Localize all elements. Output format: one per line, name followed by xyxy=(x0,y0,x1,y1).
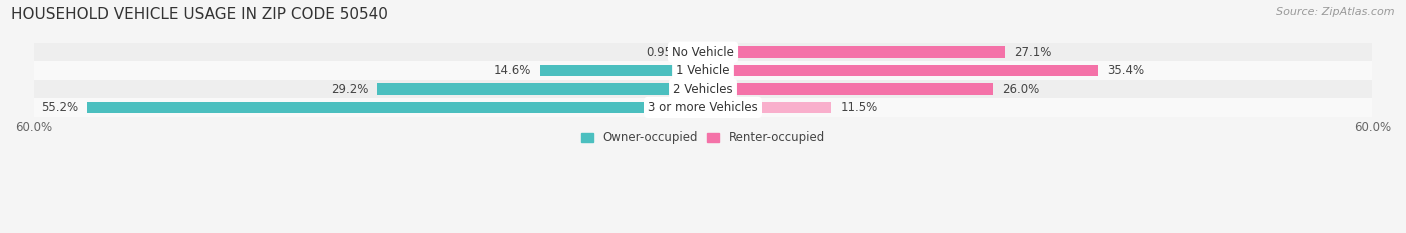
Text: 11.5%: 11.5% xyxy=(841,101,877,114)
Text: 1 Vehicle: 1 Vehicle xyxy=(676,64,730,77)
Legend: Owner-occupied, Renter-occupied: Owner-occupied, Renter-occupied xyxy=(576,127,830,149)
Text: No Vehicle: No Vehicle xyxy=(672,46,734,59)
Bar xyxy=(703,83,993,95)
Bar xyxy=(377,83,703,95)
Bar xyxy=(34,43,1372,61)
Bar xyxy=(87,102,703,113)
Text: 27.1%: 27.1% xyxy=(1014,46,1052,59)
Text: 2 Vehicles: 2 Vehicles xyxy=(673,82,733,96)
Text: 55.2%: 55.2% xyxy=(41,101,79,114)
Bar xyxy=(540,65,703,76)
Text: 3 or more Vehicles: 3 or more Vehicles xyxy=(648,101,758,114)
Bar xyxy=(34,98,1372,117)
Text: 29.2%: 29.2% xyxy=(330,82,368,96)
Text: HOUSEHOLD VEHICLE USAGE IN ZIP CODE 50540: HOUSEHOLD VEHICLE USAGE IN ZIP CODE 5054… xyxy=(11,7,388,22)
Bar xyxy=(703,46,1005,58)
Text: Source: ZipAtlas.com: Source: ZipAtlas.com xyxy=(1277,7,1395,17)
Bar xyxy=(692,46,703,58)
Bar xyxy=(34,61,1372,80)
Text: 0.95%: 0.95% xyxy=(647,46,683,59)
Bar xyxy=(703,65,1098,76)
Text: 14.6%: 14.6% xyxy=(494,64,531,77)
Text: 26.0%: 26.0% xyxy=(1002,82,1039,96)
Text: 35.4%: 35.4% xyxy=(1107,64,1144,77)
Bar xyxy=(34,80,1372,98)
Bar xyxy=(703,102,831,113)
